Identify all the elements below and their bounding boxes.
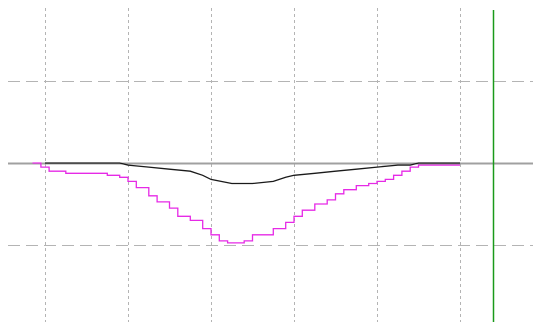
series-line-1 — [45, 162, 460, 185]
series-line-2 — [32, 162, 460, 244]
